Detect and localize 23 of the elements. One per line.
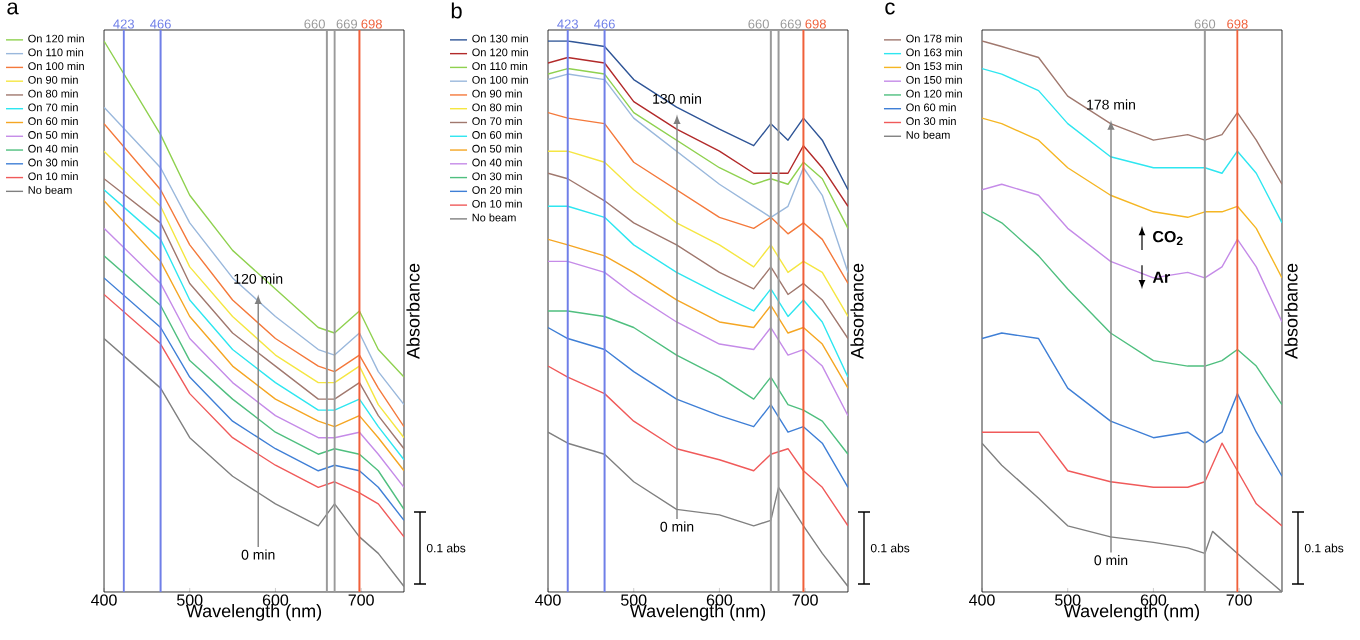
chart-title: a [7,2,19,15]
x-tick-label: 600 [262,594,289,606]
chart-title: c [885,2,895,15]
x-tick-label: 700 [348,594,374,606]
annotation: Ar [1152,271,1170,283]
x-tick-label: 500 [1054,594,1081,606]
x-axis-title: Wavelength (nm) [629,604,766,621]
y-axis-title: Absorbance [1284,263,1298,359]
y-axis-title: Absorbance [406,263,420,359]
annotation: CO$_{2}$ [1153,230,1183,245]
x-tick-label: 400 [91,594,117,606]
x-tick-label: 400 [969,594,995,606]
x-tick-label: 500 [177,594,203,606]
y-axis-title: Absorbance [850,263,864,359]
x-tick-label: 400 [535,594,561,606]
x-axis-title: Wavelength (nm) [1063,604,1200,621]
x-tick-label: 700 [1226,594,1252,606]
x-axis-title: Wavelength (nm) [185,604,322,621]
x-tick-label: 600 [1140,594,1167,606]
x-tick-label: 600 [706,594,733,606]
x-tick-label: 700 [792,594,818,606]
x-tick-label: 500 [621,594,647,606]
chart-title: b [451,2,462,19]
